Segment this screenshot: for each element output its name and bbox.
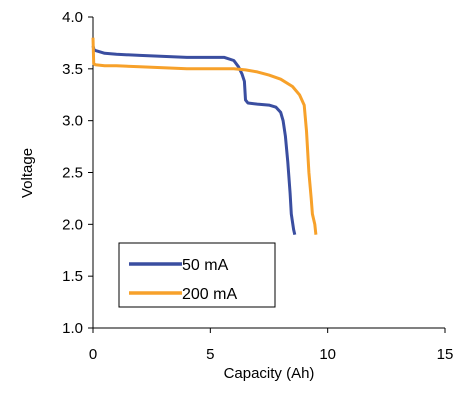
y-tick-label: 2.5 [62, 165, 83, 182]
legend-label-50ma: 50 mA [182, 257, 229, 274]
series-line-200ma [91, 37, 318, 235]
y-axis-title: Voltage [19, 148, 36, 198]
x-tick-label: 10 [319, 346, 336, 363]
series-line-50ma [91, 45, 297, 236]
x-tick-label: 15 [437, 346, 454, 363]
y-tick-label: 2.0 [62, 216, 83, 233]
y-ticks: 1.0 1.5 2.0 2.5 3.0 3.5 4.0 [62, 9, 93, 337]
series-layer [91, 37, 318, 236]
y-tick-label: 4.0 [62, 9, 83, 26]
x-tick-label: 5 [206, 346, 214, 363]
x-axis-title: Capacity (Ah) [224, 365, 315, 382]
legend-box [118, 242, 276, 308]
y-tick-label: 1.0 [62, 320, 83, 337]
x-ticks: 0 5 10 15 [89, 328, 454, 363]
y-tick-label: 3.5 [62, 61, 83, 78]
legend: 50 mA 200 mA [118, 242, 276, 308]
y-tick-label: 1.5 [62, 268, 83, 285]
legend-label-200ma: 200 mA [182, 286, 237, 303]
y-tick-label: 3.0 [62, 113, 83, 130]
x-tick-label: 0 [89, 346, 97, 363]
